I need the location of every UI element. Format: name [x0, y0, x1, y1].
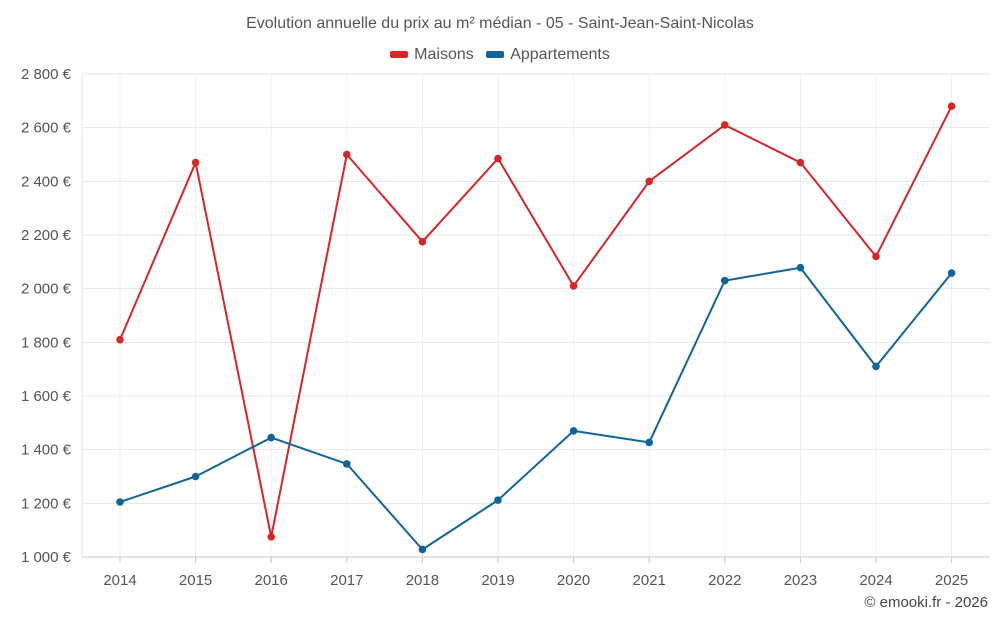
- data-point-maisons-2020: [569, 282, 578, 290]
- data-point-maisons-2017: [343, 150, 351, 159]
- y-tick-label: 2 800 €: [21, 66, 72, 83]
- data-point-maisons-2025: [947, 102, 956, 110]
- data-point-maisons-2015: [191, 158, 200, 167]
- chart-title: Evolution annuelle du prix au m² médian …: [246, 15, 754, 32]
- y-tick-label: 2 400 €: [21, 173, 72, 190]
- y-tick-label: 2 600 €: [21, 120, 72, 137]
- x-tick-label: 2015: [179, 572, 212, 589]
- series-line-maisons: [119, 105, 953, 538]
- data-point-appartements-2018: [418, 545, 427, 554]
- data-point-appartements-2024: [872, 362, 880, 371]
- data-point-appartements-2019: [494, 496, 502, 504]
- legend-item-appartements[interactable]: Appartements: [486, 46, 610, 64]
- data-point-maisons-2018: [418, 237, 427, 246]
- series-group: [116, 102, 956, 554]
- x-tick-label: 2016: [255, 572, 288, 589]
- x-tick-label: 2014: [103, 572, 136, 589]
- y-tick-label: 1 600 €: [21, 388, 72, 405]
- x-tick-label: 2025: [935, 572, 968, 589]
- y-tick-label: 2 000 €: [21, 281, 72, 298]
- data-point-maisons-2023: [796, 158, 805, 167]
- data-point-appartements-2021: [645, 438, 653, 447]
- x-tick-label: 2021: [633, 572, 666, 589]
- y-tick-label: 1 400 €: [21, 442, 72, 459]
- y-tick-label: 1 200 €: [21, 495, 72, 512]
- data-point-maisons-2016: [267, 533, 276, 541]
- credit-text: © emooki.fr - 2026: [864, 594, 988, 611]
- data-point-appartements-2014: [116, 498, 124, 506]
- x-tick-label: 2018: [406, 572, 439, 589]
- axes: 1 000 € 1 200 € 1 400 € 1 600 € 1 800 € 2 000…: [21, 66, 990, 589]
- data-point-maisons-2014: [116, 335, 124, 344]
- y-tick-label: 1 000 €: [21, 549, 72, 566]
- x-tick-label: 2020: [557, 572, 590, 589]
- data-point-maisons-2019: [494, 154, 502, 163]
- data-point-maisons-2021: [645, 177, 653, 186]
- data-point-appartements-2023: [796, 263, 805, 272]
- x-tick-label: 2019: [481, 572, 514, 589]
- data-point-appartements-2016: [267, 433, 276, 442]
- legend-label-appartements: Appartements: [510, 45, 610, 63]
- x-tick-label: 2023: [784, 572, 817, 589]
- legend-swatch-appartements: [486, 51, 505, 58]
- legend: Maisons Appartements: [0, 45, 1000, 64]
- series-line-appartements: [119, 266, 953, 551]
- x-tick-label: 2024: [859, 572, 892, 589]
- data-point-appartements-2020: [569, 427, 578, 435]
- grid: [82, 73, 990, 558]
- data-point-appartements-2017: [343, 460, 351, 468]
- y-tick-label: 1 800 €: [21, 334, 72, 351]
- y-tick-label: 2 200 €: [21, 227, 72, 244]
- data-point-appartements-2015: [191, 472, 200, 481]
- data-point-appartements-2025: [947, 269, 956, 277]
- legend-item-maisons[interactable]: Maisons: [390, 46, 474, 64]
- data-point-appartements-2022: [721, 276, 729, 285]
- x-tick-label: 2017: [330, 572, 363, 589]
- x-tick-label: 2022: [708, 572, 741, 589]
- data-point-maisons-2022: [721, 121, 729, 129]
- legend-swatch-maisons: [390, 51, 409, 58]
- data-point-maisons-2024: [872, 252, 880, 261]
- legend-label-maisons: Maisons: [414, 45, 474, 63]
